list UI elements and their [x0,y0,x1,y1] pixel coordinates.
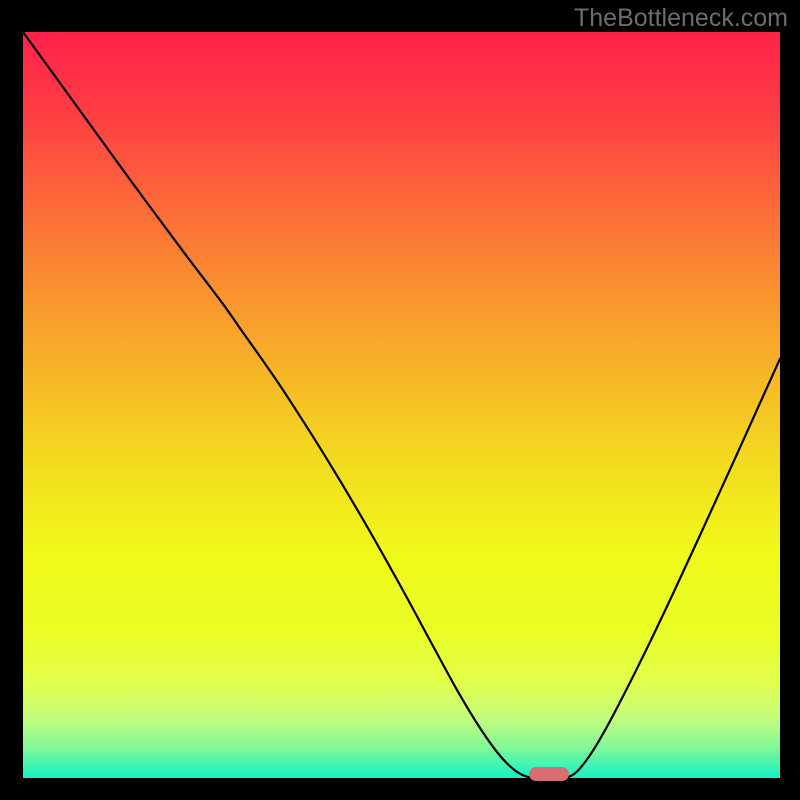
chart-container: TheBottleneck.com [0,0,800,800]
curve-line [23,32,780,778]
plot-area [23,32,780,778]
optimal-marker [529,767,569,781]
watermark-text: TheBottleneck.com [574,4,788,33]
